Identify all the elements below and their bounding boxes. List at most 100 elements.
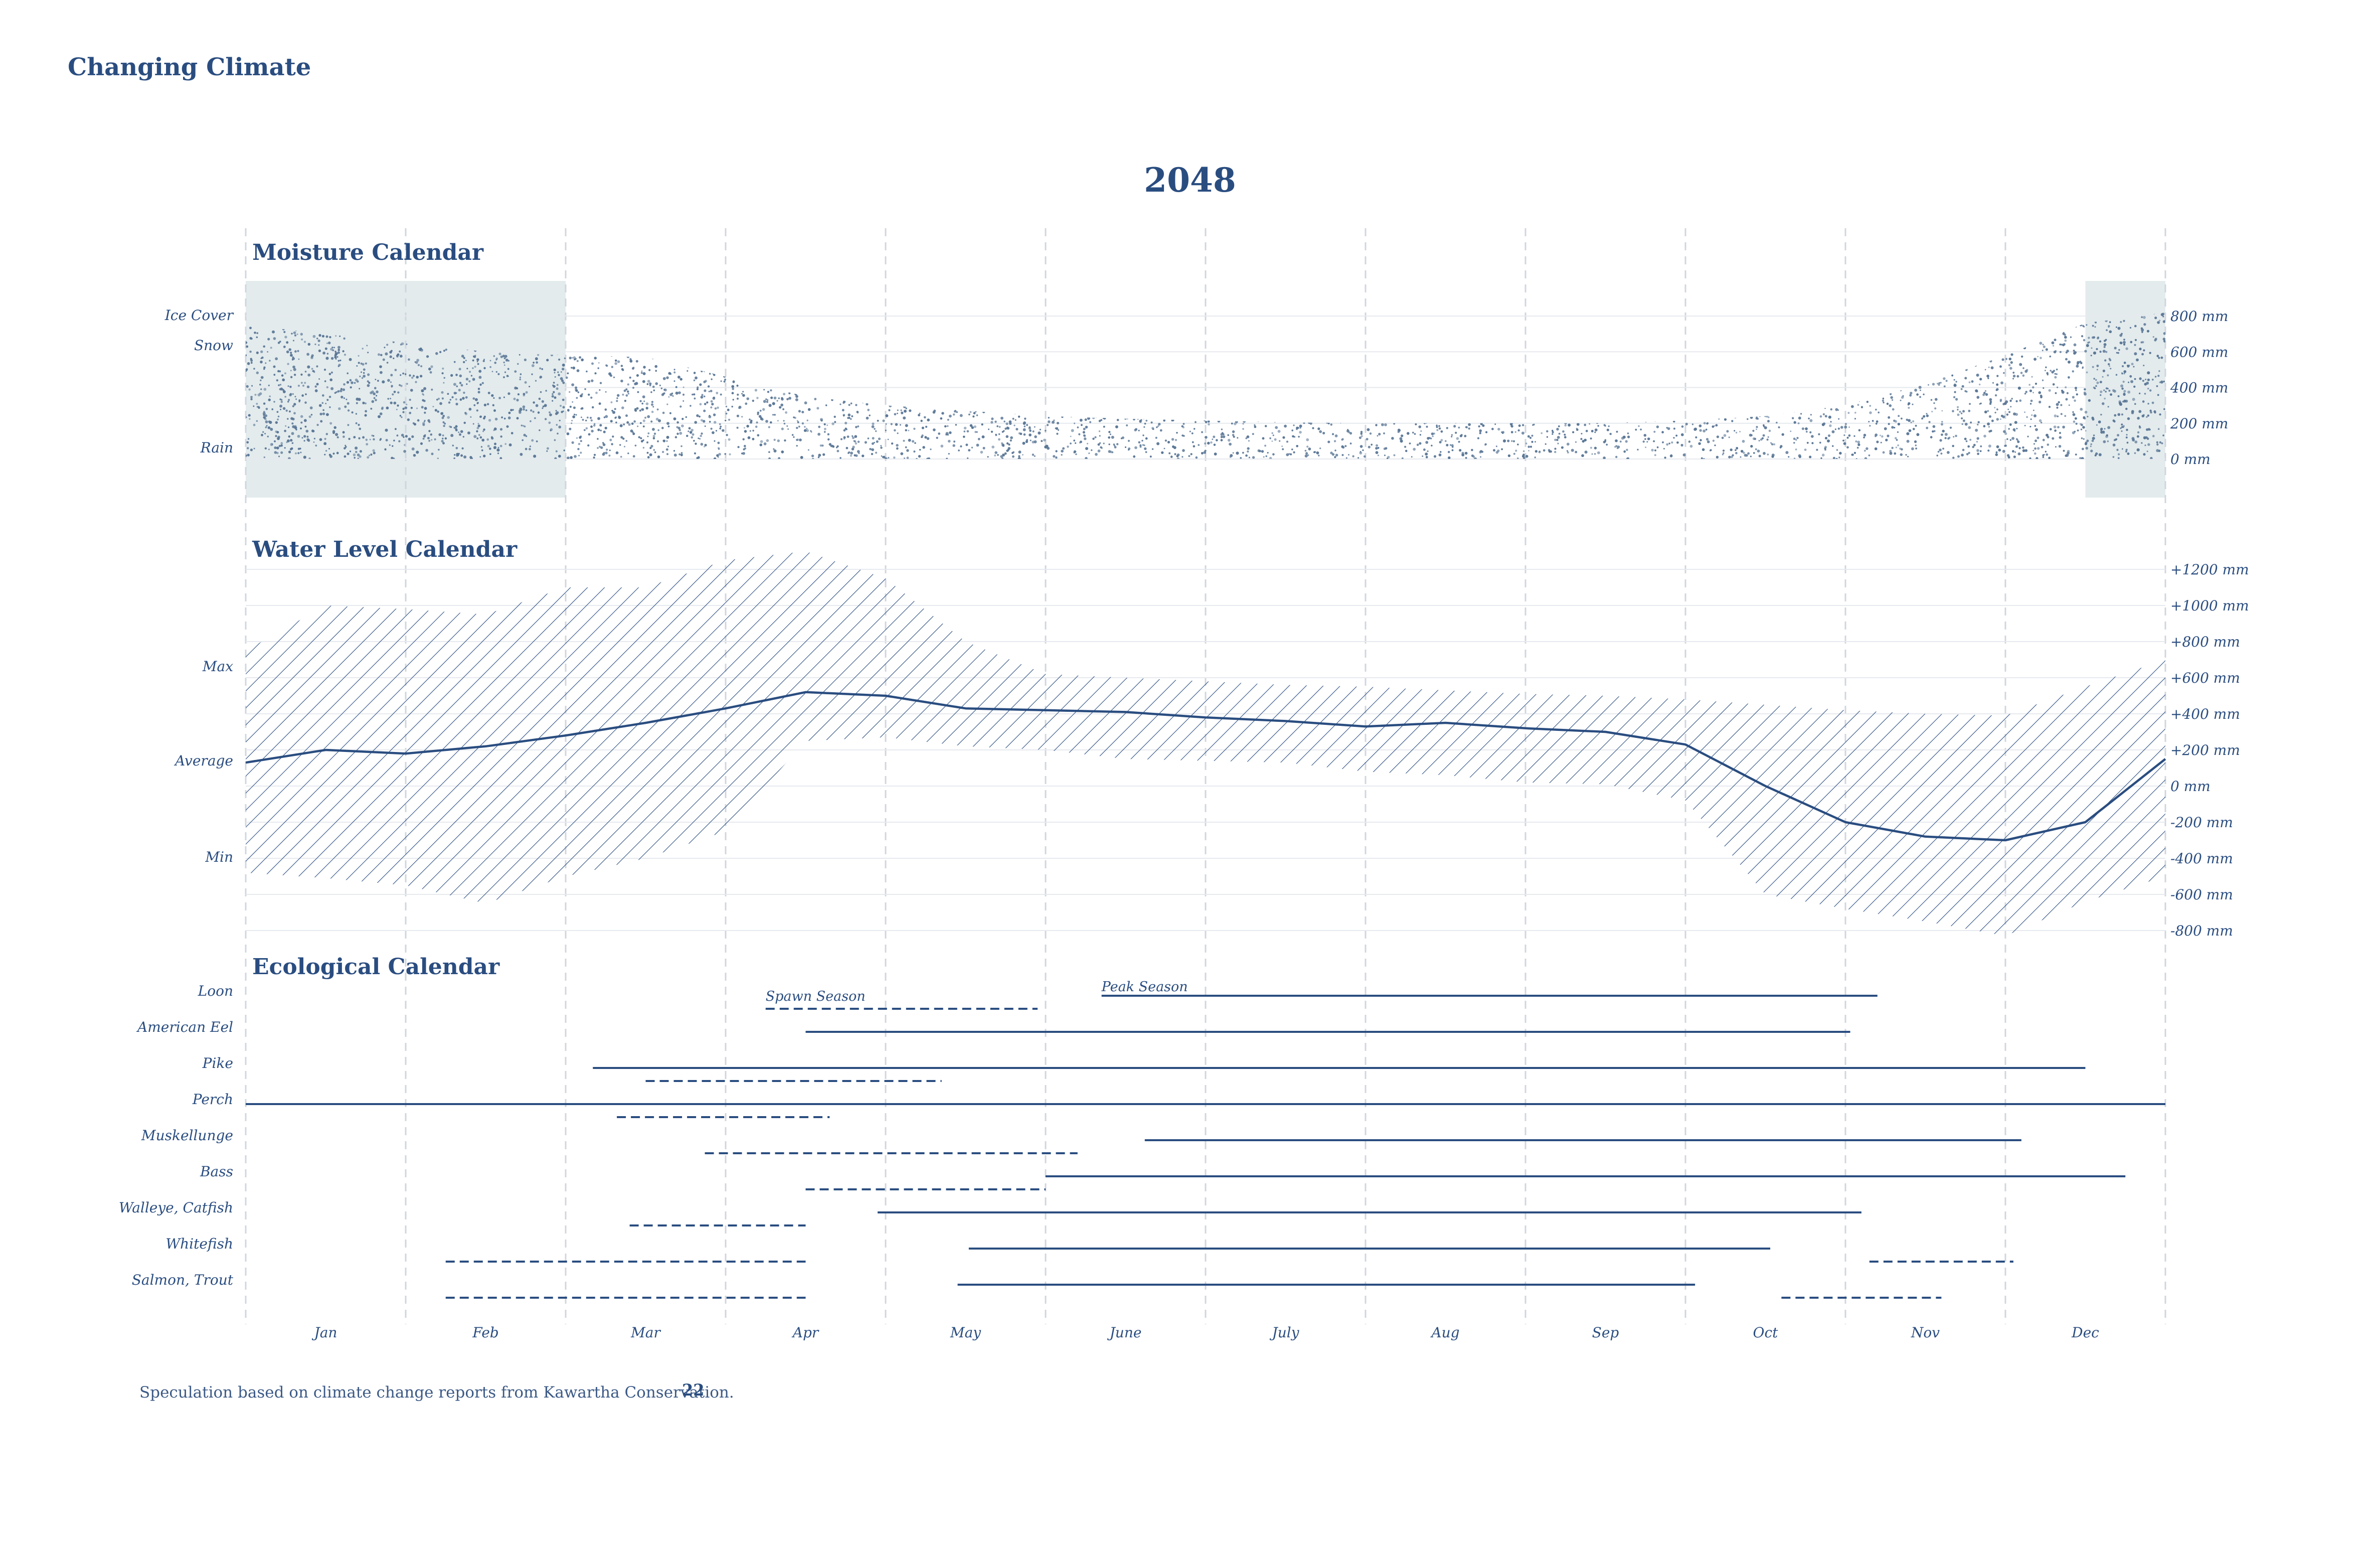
stipple-dot xyxy=(1054,346,1057,349)
stipple-dot xyxy=(1505,381,1507,383)
stipple-dot xyxy=(788,335,790,337)
stipple-dot xyxy=(1691,415,1693,418)
stipple-dot xyxy=(707,335,710,338)
stipple-dot xyxy=(1087,360,1090,362)
stipple-dot xyxy=(978,402,981,405)
stipple-dot xyxy=(586,324,588,326)
stipple-dot xyxy=(1445,389,1447,392)
stipple-dot xyxy=(1822,413,1825,416)
stipple-dot xyxy=(1433,372,1436,375)
stipple-dot xyxy=(1945,356,1948,359)
stipple-dot xyxy=(1734,407,1736,409)
stipple-dot xyxy=(1393,363,1396,365)
stipple-dot xyxy=(973,352,976,355)
stipple-dot xyxy=(1937,383,1939,385)
stipple-dot xyxy=(2060,413,2063,415)
stipple-dot xyxy=(1472,365,1474,367)
stipple-dot xyxy=(399,384,401,386)
stipple-dot xyxy=(1253,356,1256,359)
stipple-dot xyxy=(1533,396,1536,398)
stipple-dot xyxy=(1182,402,1184,404)
stipple-dot xyxy=(256,336,258,339)
stipple-dot xyxy=(1924,369,1926,371)
stipple-dot xyxy=(1196,356,1198,359)
stipple-dot xyxy=(1335,398,1338,401)
stipple-dot xyxy=(1271,440,1273,442)
stipple-dot xyxy=(775,343,777,345)
stipple-dot xyxy=(282,407,286,410)
stipple-dot xyxy=(1857,440,1860,444)
stipple-dot xyxy=(903,398,905,400)
stipple-dot xyxy=(759,383,761,385)
stipple-dot xyxy=(1344,373,1346,375)
stipple-dot xyxy=(1999,418,2001,420)
stipple-dot xyxy=(1413,447,1416,451)
stipple-dot xyxy=(878,437,881,440)
stipple-dot xyxy=(1773,443,1776,445)
stipple-dot xyxy=(1238,363,1241,366)
stipple-dot xyxy=(2099,381,2102,384)
stipple-dot xyxy=(799,313,802,316)
stipple-dot xyxy=(1550,368,1552,370)
stipple-dot xyxy=(1966,360,1968,362)
stipple-dot xyxy=(1517,417,1519,420)
stipple-dot xyxy=(1848,388,1851,392)
stipple-dot xyxy=(671,330,674,332)
stipple-dot xyxy=(1895,365,1899,368)
stipple-dot xyxy=(1688,407,1691,409)
stipple-dot xyxy=(1800,373,1803,376)
stipple-dot xyxy=(1350,337,1353,340)
stipple-dot xyxy=(277,418,279,421)
stipple-dot xyxy=(1033,328,1036,331)
stipple-dot xyxy=(2074,399,2076,402)
stipple-dot xyxy=(709,354,711,356)
stipple-dot xyxy=(951,317,953,319)
stipple-dot xyxy=(1378,353,1381,356)
stipple-dot xyxy=(834,318,837,321)
stipple-dot xyxy=(1858,359,1861,361)
stipple-dot xyxy=(1510,403,1513,406)
stipple-dot xyxy=(1239,337,1242,340)
stipple-dot xyxy=(1308,415,1311,418)
stipple-dot xyxy=(1097,449,1101,452)
stipple-dot xyxy=(1863,348,1866,351)
stipple-dot xyxy=(1594,319,1597,321)
stipple-dot xyxy=(716,320,719,323)
stipple-dot xyxy=(1525,378,1527,380)
stipple-dot xyxy=(1171,365,1173,367)
stipple-dot xyxy=(1626,402,1628,405)
stipple-dot xyxy=(1103,366,1105,368)
stipple-dot xyxy=(1674,381,1678,385)
stipple-dot xyxy=(1699,394,1702,396)
stipple-dot xyxy=(1996,335,1999,337)
stipple-dot xyxy=(1642,331,1645,334)
stipple-dot xyxy=(1544,360,1546,363)
stipple-dot xyxy=(965,403,968,406)
stipple-dot xyxy=(1120,391,1122,393)
stipple-dot xyxy=(821,444,824,447)
stipple-dot xyxy=(1462,363,1465,365)
stipple-dot xyxy=(1545,407,1548,410)
stipple-dot xyxy=(1498,382,1501,385)
stipple-dot xyxy=(1585,322,1588,325)
stipple-dot xyxy=(1617,371,1619,373)
stipple-dot xyxy=(647,432,650,434)
stipple-dot xyxy=(963,401,965,403)
stipple-dot xyxy=(1630,409,1632,412)
stipple-dot xyxy=(1415,335,1418,337)
stipple-dot xyxy=(1939,448,1942,451)
stipple-dot xyxy=(1752,355,1754,357)
stipple-dot xyxy=(646,319,649,322)
stipple-dot xyxy=(1941,421,1943,423)
stipple-dot xyxy=(1389,396,1391,399)
stipple-dot xyxy=(1248,410,1252,413)
stipple-dot xyxy=(1187,326,1190,328)
stipple-dot xyxy=(1809,419,1813,422)
stipple-dot xyxy=(1543,393,1546,395)
stipple-dot xyxy=(690,356,693,359)
stipple-dot xyxy=(529,448,531,450)
stipple-dot xyxy=(1837,371,1839,373)
stipple-dot xyxy=(1265,321,1267,323)
stipple-dot xyxy=(1870,366,1873,369)
stipple-dot xyxy=(899,376,902,379)
